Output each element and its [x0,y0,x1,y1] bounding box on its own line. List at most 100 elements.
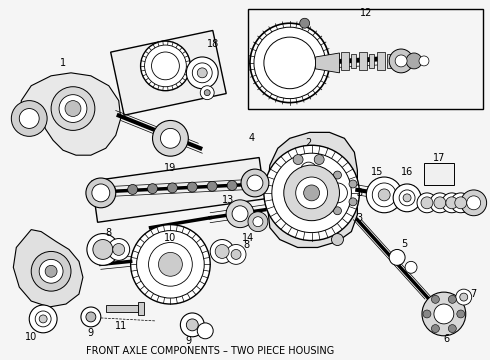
Circle shape [131,225,210,304]
Circle shape [293,154,303,165]
Circle shape [406,53,422,69]
Circle shape [448,296,456,303]
Text: 16: 16 [401,167,413,177]
Circle shape [316,171,359,215]
Circle shape [467,196,481,210]
Circle shape [147,184,157,194]
Circle shape [313,189,326,203]
Circle shape [248,212,268,231]
Circle shape [316,192,323,200]
Circle shape [128,184,138,194]
Circle shape [86,178,116,208]
Circle shape [19,109,39,129]
Circle shape [148,243,192,286]
Circle shape [81,307,101,327]
Bar [424,163,454,185]
Circle shape [395,55,407,67]
Circle shape [253,217,263,227]
Text: 19: 19 [164,163,176,173]
Circle shape [399,190,415,206]
Circle shape [272,153,351,233]
Circle shape [145,45,186,87]
Bar [106,305,138,312]
Bar [359,52,368,70]
Circle shape [59,95,87,122]
Circle shape [39,260,63,283]
Circle shape [65,100,81,117]
Circle shape [405,261,417,273]
Circle shape [460,293,468,301]
Circle shape [393,184,421,212]
Circle shape [113,243,124,255]
Text: 3: 3 [356,188,363,198]
Circle shape [180,313,204,337]
Circle shape [378,189,390,201]
Bar [138,302,144,315]
Circle shape [186,57,218,89]
Text: 17: 17 [433,153,445,163]
Circle shape [186,319,198,331]
Circle shape [417,193,437,213]
Circle shape [448,325,456,333]
Circle shape [247,175,263,191]
Circle shape [461,190,487,216]
Text: 1: 1 [60,58,66,68]
Circle shape [456,289,472,305]
Text: 9: 9 [88,328,94,338]
Circle shape [421,197,433,209]
Circle shape [158,252,182,276]
Circle shape [293,176,303,185]
Bar [369,54,374,68]
Circle shape [232,206,248,222]
Circle shape [231,249,241,260]
Circle shape [301,162,317,178]
Circle shape [314,176,324,185]
Circle shape [349,180,357,188]
Text: FRONT AXLE COMPONENTS – TWO PIECE HOUSING: FRONT AXLE COMPONENTS – TWO PIECE HOUSIN… [86,346,334,356]
Circle shape [92,184,110,202]
Circle shape [106,185,116,195]
Circle shape [419,56,429,66]
Circle shape [431,296,440,303]
Circle shape [254,27,325,99]
Circle shape [93,239,113,260]
Circle shape [434,197,446,209]
Circle shape [226,244,246,264]
Circle shape [187,182,197,192]
Circle shape [451,193,471,213]
Text: 7: 7 [470,289,477,299]
Circle shape [35,311,51,327]
Text: 12: 12 [360,8,372,18]
Circle shape [300,18,310,28]
Circle shape [264,145,359,240]
Polygon shape [316,53,340,73]
Text: 14: 14 [242,233,254,243]
Circle shape [314,154,324,165]
Circle shape [264,37,316,89]
Circle shape [204,90,210,96]
Polygon shape [111,31,226,115]
Text: 10: 10 [25,332,37,342]
Text: 6: 6 [444,334,450,344]
Circle shape [318,180,326,188]
Circle shape [372,183,396,207]
Circle shape [403,194,411,202]
Circle shape [455,197,467,209]
Circle shape [367,177,402,213]
Text: 8: 8 [106,228,112,238]
Circle shape [210,239,234,264]
Circle shape [226,200,254,228]
Bar [285,148,333,206]
Circle shape [200,86,214,100]
Text: 8: 8 [243,240,249,251]
Circle shape [141,41,190,91]
Text: 13: 13 [222,195,234,205]
Circle shape [192,63,212,83]
Circle shape [457,310,465,318]
Polygon shape [21,73,121,155]
Circle shape [423,310,431,318]
Circle shape [349,198,357,206]
Circle shape [39,315,47,323]
Circle shape [446,197,458,209]
Text: 9: 9 [185,336,192,346]
